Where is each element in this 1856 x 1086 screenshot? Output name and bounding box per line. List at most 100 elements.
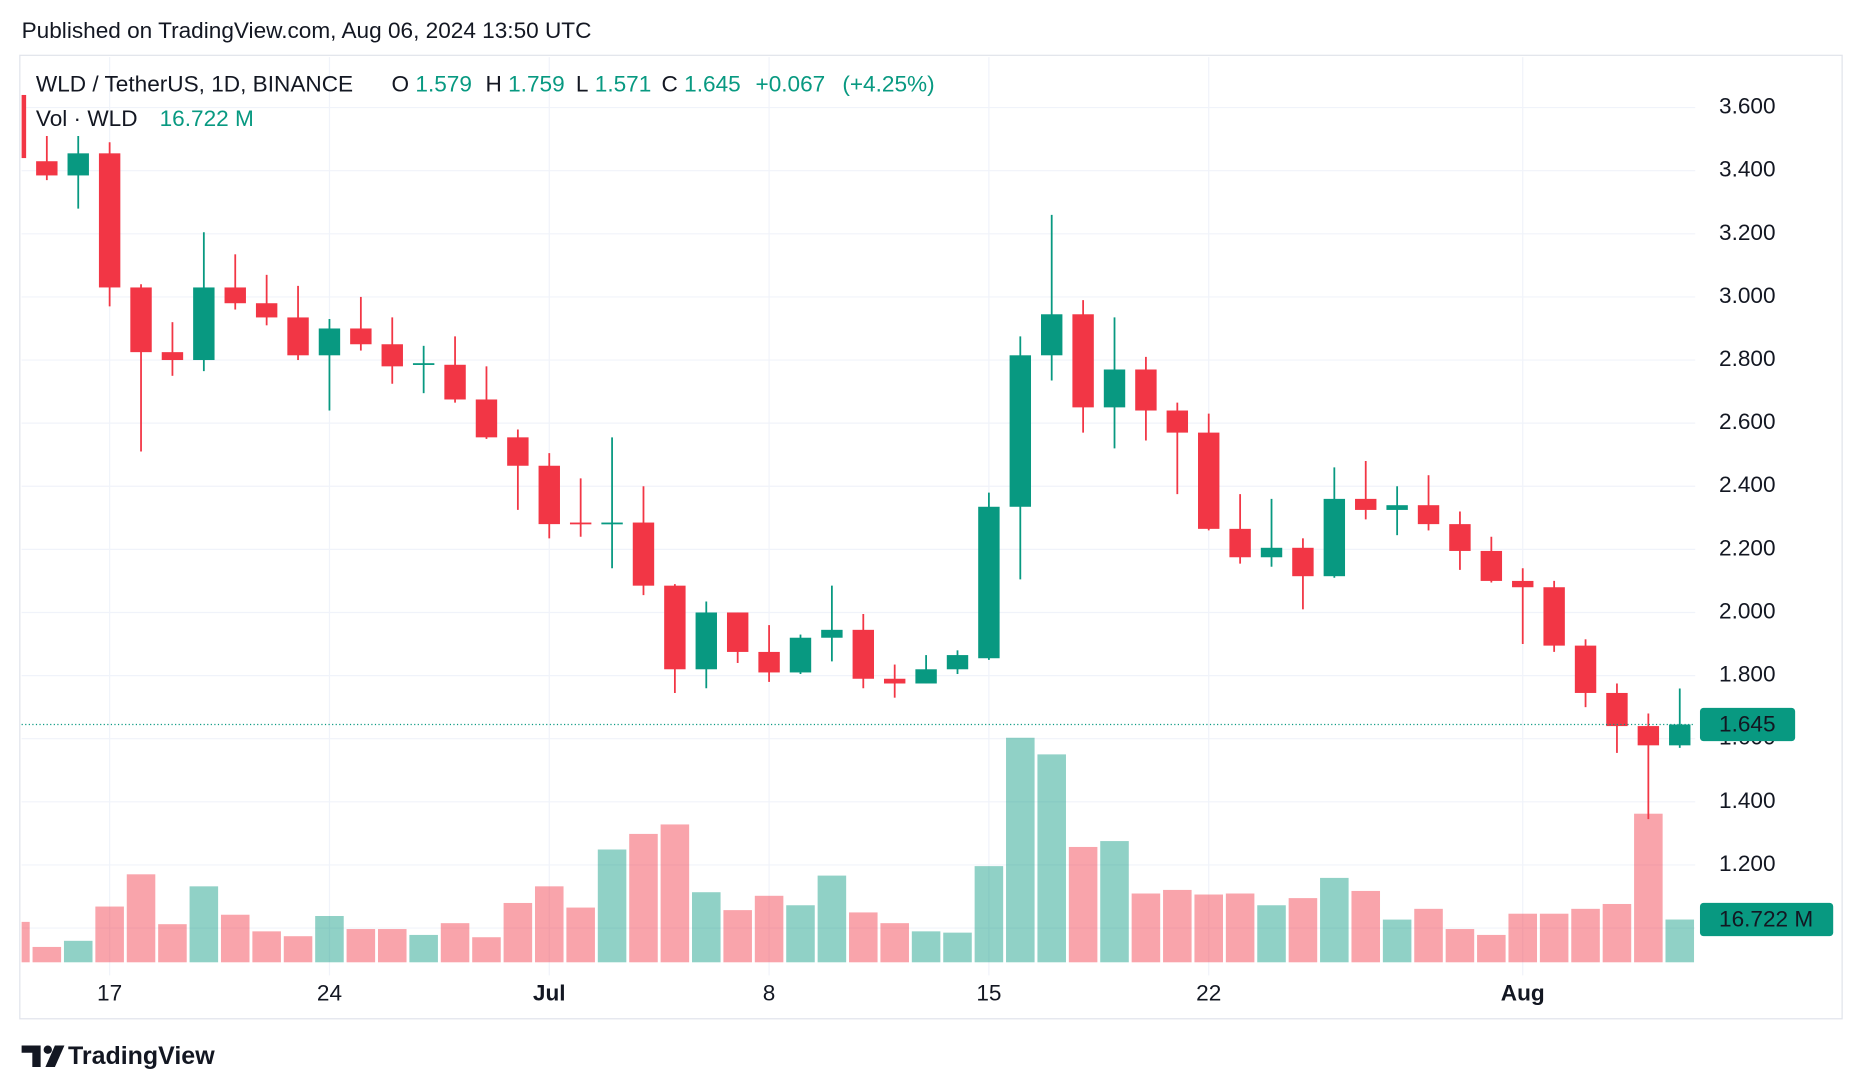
volume-bar	[1194, 894, 1223, 963]
candle-body	[915, 669, 937, 684]
volume-bar	[21, 921, 30, 963]
candle-body	[1103, 369, 1126, 408]
y-tick-label: 2.800	[1719, 346, 1776, 371]
symbol-title: WLD / TetherUS, 1D, BINANCE	[36, 72, 353, 97]
candle-body	[1229, 528, 1251, 558]
y-tick-label: 3.400	[1719, 157, 1776, 182]
candle-body	[852, 629, 874, 679]
candle-body	[821, 629, 843, 638]
candle-body	[538, 465, 560, 525]
candle-body	[1417, 505, 1440, 525]
x-tick-label: 22	[1196, 980, 1221, 1005]
x-tick-label: 8	[763, 980, 776, 1005]
volume-bar	[534, 886, 564, 963]
candle-body	[444, 364, 466, 400]
candle-body	[1355, 498, 1377, 510]
volume-bar	[849, 912, 878, 963]
candle-body	[1135, 369, 1157, 411]
candle-body	[318, 328, 341, 356]
candle-body	[255, 303, 278, 318]
candle-body	[381, 344, 403, 367]
volume-name: Vol · WLD	[36, 106, 138, 131]
candle-body	[1260, 547, 1283, 558]
candle-body	[1606, 692, 1628, 727]
candle-body	[883, 678, 906, 684]
candle-body	[1323, 498, 1346, 577]
last-price-label: 1.645	[1719, 712, 1776, 737]
volume-layer	[21, 737, 1695, 963]
volume-bar	[1006, 737, 1035, 963]
y-tick-label: 2.600	[1719, 409, 1776, 434]
volume-bar	[220, 914, 250, 963]
candle-body	[224, 287, 246, 304]
candle-body	[1292, 547, 1314, 577]
volume-bar	[1100, 841, 1129, 963]
volume-bar	[786, 905, 815, 963]
change: +0.067	[756, 72, 826, 97]
candle-body	[1041, 314, 1063, 356]
grid	[21, 57, 1696, 976]
y-tick-label: 1.400	[1719, 788, 1776, 813]
high-value: 1.759	[508, 72, 565, 97]
y-tick-label: 2.400	[1719, 472, 1776, 497]
volume-bar	[1382, 919, 1412, 963]
y-tick-label: 1.200	[1719, 851, 1776, 876]
volume-bar	[660, 824, 690, 963]
candle-body	[1669, 724, 1691, 746]
volume-bar	[566, 907, 595, 963]
y-tick-label: 2.000	[1719, 598, 1776, 623]
volume-bar	[346, 929, 376, 963]
ohlc-label: O	[392, 72, 410, 97]
candle-body	[1574, 645, 1597, 693]
legend-line: WLD / TetherUS, 1D, BINANCE O 1.579 H 1.…	[36, 72, 935, 97]
volume-bar	[1288, 898, 1318, 963]
candle-body	[1449, 524, 1471, 551]
volume-bar	[1634, 813, 1663, 963]
x-tick-label: 24	[317, 980, 342, 1005]
candle-body	[1480, 550, 1503, 581]
change-percent: (+4.25%)	[842, 72, 934, 97]
volume-bar	[1665, 919, 1695, 963]
volume-bar	[1068, 846, 1098, 963]
candle-body	[695, 612, 717, 670]
volume-bar	[1037, 754, 1066, 963]
volume-bar	[817, 875, 847, 963]
volume-bar	[283, 936, 313, 963]
volume-bar	[377, 929, 407, 963]
volume-bar	[1477, 934, 1506, 963]
y-tick-label: 3.200	[1719, 220, 1776, 245]
candle-body	[475, 399, 498, 438]
ohlc-label: H	[486, 72, 502, 97]
candle-body	[789, 637, 812, 673]
volume-bar	[1508, 913, 1538, 963]
candle-body	[36, 161, 58, 176]
volume-bar	[911, 931, 941, 963]
volume-bar	[1571, 908, 1600, 963]
volume-bar	[95, 906, 124, 963]
candle-body	[1637, 726, 1660, 746]
volume-bar	[1539, 913, 1569, 963]
volume-bar	[629, 833, 658, 963]
volume-bar	[32, 946, 62, 963]
volume-bar	[754, 895, 784, 963]
candle-body	[758, 651, 780, 673]
candle-body	[1009, 355, 1032, 507]
ohlc-label: L	[576, 72, 589, 97]
volume-legend: Vol · WLD 16.722 M	[36, 106, 254, 131]
volume-bar	[158, 924, 187, 963]
published-note: Published on TradingView.com, Aug 06, 20…	[22, 18, 592, 43]
y-tick-label: 3.000	[1719, 283, 1776, 308]
volume-bar	[974, 866, 1004, 963]
x-tick-label: 15	[976, 980, 1001, 1005]
y-tick-label: 3.600	[1719, 94, 1776, 119]
volume-bar	[503, 902, 533, 963]
volume-bar	[1257, 905, 1286, 963]
candle-body	[1198, 432, 1220, 529]
volume-value: 16.722 M	[160, 106, 254, 131]
candle-body	[601, 522, 623, 525]
x-tick-label: Jul	[533, 980, 566, 1005]
candle-body	[946, 655, 969, 670]
volume-bar	[472, 937, 501, 963]
